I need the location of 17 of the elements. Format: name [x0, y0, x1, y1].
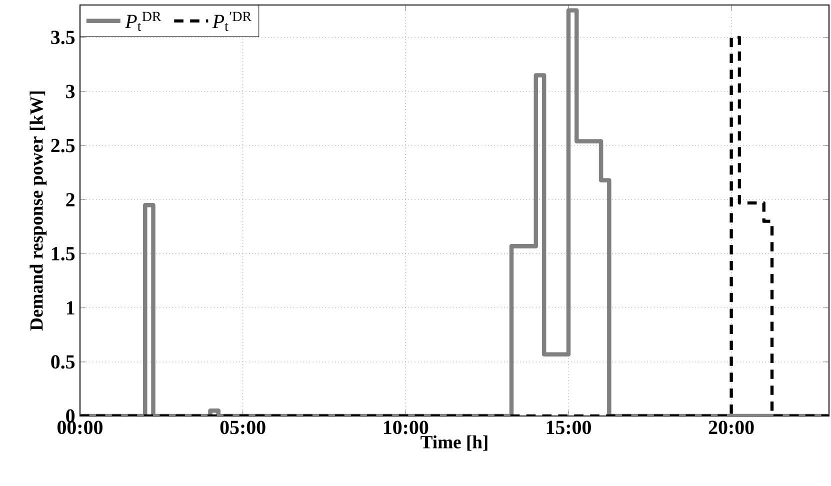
y-tick-label: 2.5 [51, 138, 75, 152]
y-tick-label: 3 [66, 84, 75, 98]
y-tick-label: 0.5 [51, 355, 75, 369]
y-tick-label: 1 [66, 301, 74, 314]
x-tick-label: 10:00 [384, 420, 428, 434]
y-tick-label: 3.5 [51, 30, 75, 44]
y-tick-label: 0 [66, 409, 75, 423]
x-tick-label: 00:00 [58, 420, 102, 434]
y-axis-title: Demand response power [kW] [30, 91, 47, 331]
y-tick-label: 2 [66, 193, 74, 206]
x-tick-label: 15:00 [546, 420, 591, 434]
legend-label: P$_{t}$DR [125, 12, 162, 31]
x-tick-label: 20:00 [708, 420, 754, 434]
legend-label: P$_{t}$′DR [212, 12, 252, 31]
x-tick-label: 05:00 [220, 420, 266, 434]
y-tick-label: 1.5 [52, 247, 75, 260]
x-axis-title: Time [h] [420, 435, 488, 451]
